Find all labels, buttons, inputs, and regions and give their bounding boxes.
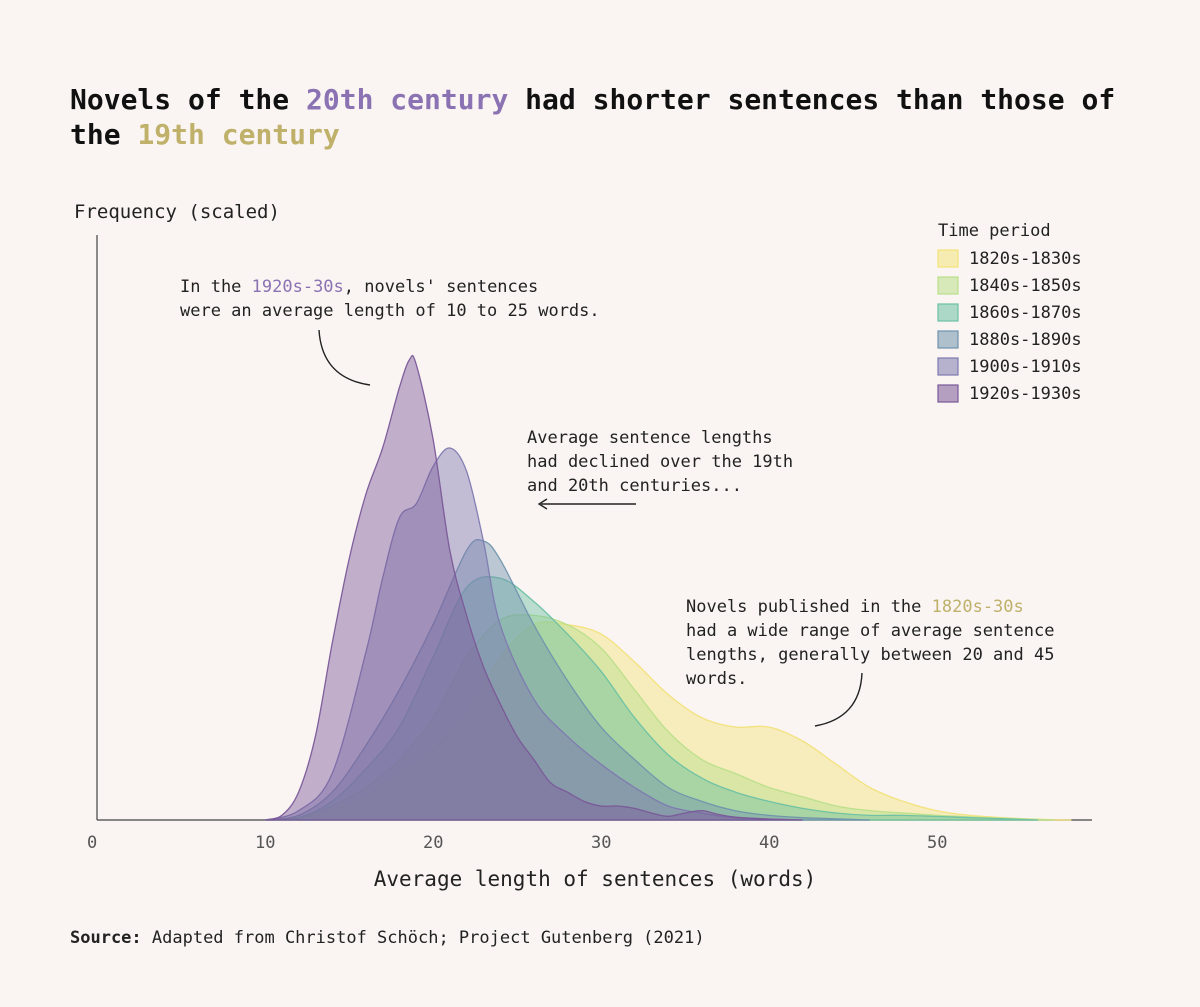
x-tick-label: 40 (759, 833, 779, 853)
density-area-1820s-1830s (264, 621, 1072, 821)
annotation-1820s-leader (814, 672, 863, 727)
x-tick-label: 10 (255, 833, 275, 853)
y-axis-label: Frequency (scaled) (74, 201, 280, 223)
annotation-text: In the (180, 277, 252, 297)
annotation-1820s-line4: words. (686, 669, 747, 689)
legend-label-1900s-1910s: 1900s-1910s (969, 357, 1082, 377)
title-part1: Novels of the (70, 83, 307, 116)
density-area-1900s-1910s (264, 447, 803, 821)
x-tick-label: 50 (927, 833, 947, 853)
density-area-1920s-1930s (264, 354, 803, 821)
annotation-decline-arrowhead (537, 498, 548, 510)
title-highlight-19th: 19th century (137, 118, 340, 151)
x-axis-label: Average length of sentences (words) (374, 867, 817, 891)
annotation-1920s-line1: In the 1920s-30s, novels' sentences (180, 277, 538, 297)
legend-title: Time period (938, 221, 1051, 241)
annotation-1820s-line3: lengths, generally between 20 and 45 (686, 645, 1054, 665)
x-tick-label: 30 (591, 833, 611, 853)
legend-swatch-1840s-1850s (937, 276, 959, 295)
chart-title: Novels of the 20th century had shorter s… (70, 82, 1130, 152)
density-area-1880s-1890s (264, 538, 870, 821)
legend-label-1820s-1830s: 1820s-1830s (969, 249, 1082, 269)
title-part2: had shorter sentences than those of the (70, 83, 1116, 151)
x-tick-label: 0 (87, 833, 97, 853)
annotation-decline-line2: had declined over the 19th (527, 452, 793, 472)
source-text: Adapted from Christof Schöch; Project Gu… (141, 928, 705, 948)
annotation-decline-line3: and 20th centuries... (527, 476, 742, 496)
legend-swatch-1880s-1890s (937, 330, 959, 349)
title-highlight-20th: 20th century (306, 83, 509, 116)
legend-swatch-1860s-1870s (937, 303, 959, 322)
legend-swatch-1900s-1910s (937, 357, 959, 376)
annotation-highlight: 1820s-30s (932, 597, 1024, 617)
legend-swatch-1920s-1930s (937, 384, 959, 403)
annotation-text: , novels' sentences (344, 277, 538, 297)
legend-label-1840s-1850s: 1840s-1850s (969, 276, 1082, 296)
density-area-1840s-1850s (264, 614, 1055, 821)
legend-label-1920s-1930s: 1920s-1930s (969, 384, 1082, 404)
annotation-1920s-leader (318, 329, 371, 386)
annotation-1820s-line2: had a wide range of average sentence (686, 621, 1054, 641)
x-tick-label: 20 (423, 833, 443, 853)
source-label: Source: (70, 928, 142, 948)
legend-swatch-1820s-1830s (937, 249, 959, 268)
annotation-decline-line1: Average sentence lengths (527, 428, 773, 448)
density-area-1860s-1870s (264, 576, 1038, 821)
annotation-text: Novels published in the (686, 597, 932, 617)
legend-label-1860s-1870s: 1860s-1870s (969, 303, 1082, 323)
legend-label-1880s-1890s: 1880s-1890s (969, 330, 1082, 350)
source-note: Source: Adapted from Christof Schöch; Pr… (70, 928, 705, 948)
annotation-1820s-line1: Novels published in the 1820s-30s (686, 597, 1024, 617)
annotation-highlight: 1920s-30s (252, 277, 344, 297)
annotation-1920s-line2: were an average length of 10 to 25 words… (180, 301, 600, 321)
